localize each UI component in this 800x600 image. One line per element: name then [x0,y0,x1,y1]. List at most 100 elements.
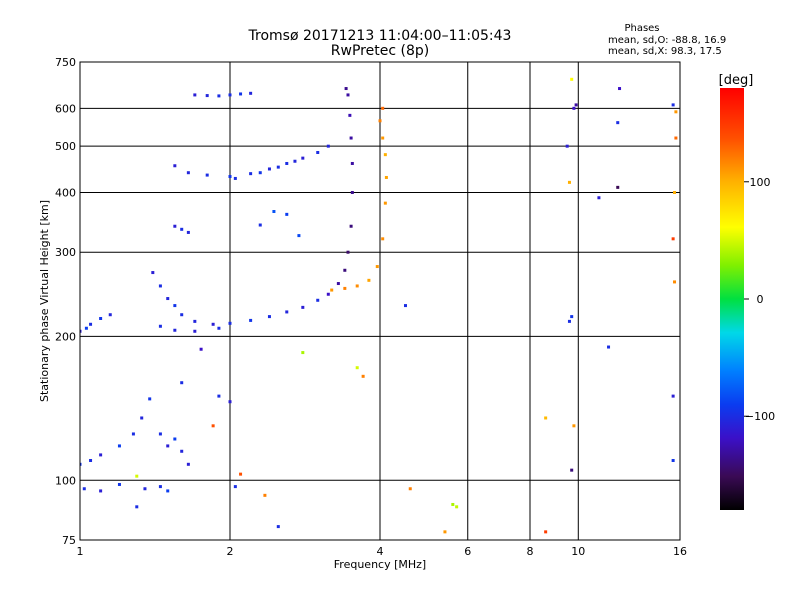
echo-point [349,136,353,140]
echo-point [117,482,121,486]
echo-point [381,237,385,241]
echo-point [158,432,162,436]
echo-point [330,288,334,292]
echo-point [671,237,675,241]
echo-point [228,321,232,325]
echo-point [336,282,340,286]
echo-point [567,319,571,323]
x-tick-label: 1 [77,545,84,558]
echo-point [276,525,280,529]
echo-point [285,161,289,165]
echo-point [326,292,330,296]
x-tick-label: 4 [377,545,384,558]
chart-subtitle: RwPretec (8p) [331,43,429,59]
echo-point [99,316,103,320]
x-tick-labels: 1 2 4 6 8 10 16 [77,545,688,558]
echo-point [180,227,184,231]
y-tick-labels: 75 100 200 300 400 500 600 750 [55,56,76,547]
echo-point [166,297,170,301]
echo-point [249,318,253,322]
colorbar-tick-label: −100 [745,410,775,423]
colorbar-tick-label: 100 [750,176,771,189]
echo-point [367,278,371,282]
echo-point [267,167,271,171]
echo-point [173,328,177,332]
echo-point [80,329,82,333]
echo-point [570,77,574,81]
echo-point [350,190,354,194]
echo-point [239,472,243,476]
stats-line-x: mean, sd,X: 98.3, 17.5 [608,46,722,57]
colorbar-ticks: 100 0 −100 [744,176,775,423]
echo-point [567,180,571,184]
echo-point [671,103,675,107]
echo-point [378,119,382,123]
echo-point [135,505,139,509]
x-tick-label: 6 [464,545,471,558]
echo-point [131,432,135,436]
x-tick-label: 2 [227,545,234,558]
echo-point [346,93,350,97]
y-tick-label: 400 [55,186,76,199]
echo-point [228,400,232,404]
echo-point [301,305,305,309]
echo-point [381,106,385,110]
echo-point [186,462,190,466]
echo-point [117,444,121,448]
echo-point [544,530,548,534]
echo-point [343,286,347,290]
echo-point [272,210,276,214]
echo-point [455,505,459,509]
echo-point [346,250,350,254]
plot-frame [79,61,681,541]
echo-point [618,87,622,91]
echo-point [193,319,197,323]
echo-point [249,172,253,176]
echo-point [673,280,677,284]
echo-point [544,416,548,420]
echo-point [403,304,407,308]
echo-point [180,381,184,385]
echo-point [217,326,221,330]
echo-point [228,93,232,97]
echo-point [211,322,215,326]
echo-point [343,268,347,272]
x-tick-label: 8 [527,545,534,558]
echo-point [565,144,569,148]
echo-point [173,437,177,441]
echo-point [285,212,289,216]
echo-point [173,164,177,168]
echo-point [186,230,190,234]
stats-line-o: mean, sd,O: -88.8, 16.9 [608,35,726,46]
echo-point [99,489,103,493]
echo-point [151,271,155,275]
y-tick-label: 75 [62,534,76,547]
echo-point [258,171,262,175]
echo-point [355,284,359,288]
echo-point [166,489,170,493]
echo-point [297,234,301,238]
echo-point [173,224,177,228]
echo-point [674,136,678,140]
echo-point [597,196,601,200]
echo-point [228,175,232,179]
echo-point [135,474,139,478]
echo-point [344,87,348,91]
echo-point [233,176,237,180]
echo-point [570,315,574,319]
echo-point [355,366,359,370]
echo-point [249,91,253,95]
echo-point [158,284,162,288]
echo-point [180,313,184,317]
echo-point [451,502,455,506]
echo-point [158,485,162,489]
echo-point [383,153,387,157]
echo-point [205,173,209,177]
echo-point [186,171,190,175]
echo-point [293,159,297,163]
echo-point [263,493,267,497]
y-tick-label: 300 [55,246,76,259]
echo-point [89,322,93,326]
echo-point [211,424,215,428]
